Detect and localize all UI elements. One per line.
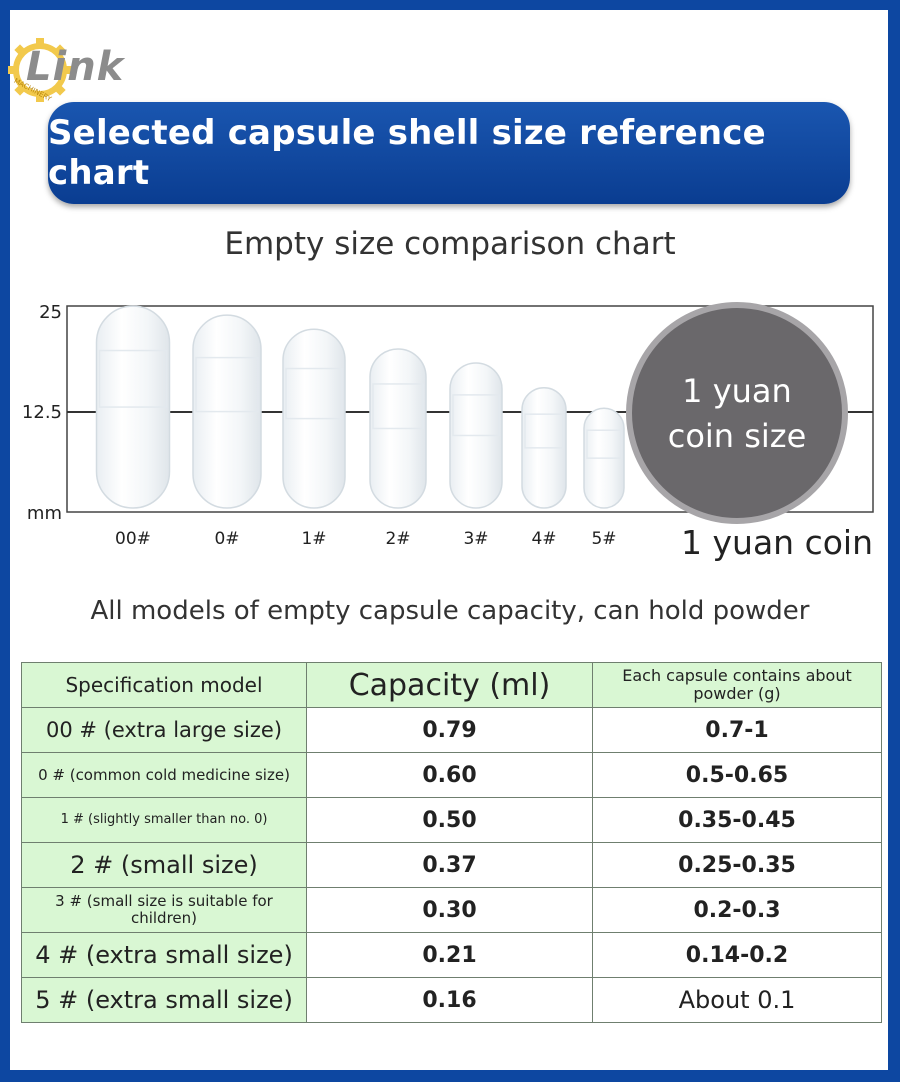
x-tick-label: 0# bbox=[214, 529, 239, 549]
table-row: 00 # (extra large size) 0.79 0.7-1 bbox=[21, 707, 882, 753]
cell-capacity: 0.30 bbox=[306, 887, 593, 933]
cell-capacity: 0.37 bbox=[306, 842, 593, 888]
logo-text: Link bbox=[26, 44, 125, 90]
y-tick-label: 25 bbox=[39, 302, 62, 323]
table-row: 4 # (extra small size) 0.21 0.14-0.2 bbox=[21, 932, 882, 978]
cell-powder: About 0.1 bbox=[592, 977, 882, 1023]
capsule-seam bbox=[98, 349, 168, 408]
capsule-seam bbox=[285, 367, 343, 420]
cell-capacity: 0.79 bbox=[306, 707, 593, 753]
header-capacity: Capacity (ml) bbox=[306, 662, 593, 708]
cell-powder: 0.7-1 bbox=[592, 707, 882, 753]
cell-powder: 0.2-0.3 bbox=[592, 887, 882, 933]
capsule-seam bbox=[524, 413, 564, 449]
coin-circle bbox=[626, 302, 848, 524]
cell-model: 0 # (common cold medicine size) bbox=[21, 752, 307, 798]
y-tick-label: 12.5 bbox=[22, 402, 62, 423]
table-row: 2 # (small size) 0.37 0.25-0.35 bbox=[21, 842, 882, 888]
capacity-caption: All models of empty capsule capacity, ca… bbox=[90, 596, 810, 626]
chart-subtitle: Empty size comparison chart bbox=[224, 226, 676, 262]
header-powder: Each capsule contains about powder (g) bbox=[592, 662, 882, 708]
banner-title: Selected capsule shell size reference ch… bbox=[48, 113, 766, 193]
coin-label-line1: 1 yuan bbox=[682, 372, 792, 410]
table-row: 5 # (extra small size) 0.16 About 0.1 bbox=[21, 977, 882, 1023]
capsule-size-chart: 25 12.5 mm 00# 0# 1# 2# 3# 4# 5# 1 yuan coin s… bbox=[22, 302, 874, 562]
cell-capacity: 0.21 bbox=[306, 932, 593, 978]
cell-capacity: 0.50 bbox=[306, 797, 593, 843]
unit-label: mm bbox=[27, 503, 62, 524]
capsule-seam bbox=[586, 429, 622, 459]
cell-model: 3 # (small size is suitable for children… bbox=[21, 887, 307, 933]
x-tick-label: 00# bbox=[115, 529, 151, 549]
chart-frame bbox=[66, 305, 874, 513]
x-tick-label: 1# bbox=[301, 529, 326, 549]
x-tick-label: 5# bbox=[591, 529, 616, 549]
title-banner: Selected capsule shell size reference ch… bbox=[48, 102, 850, 204]
table-header-row: Specification model Capacity (ml) Each c… bbox=[21, 662, 882, 708]
cell-model: 2 # (small size) bbox=[21, 842, 307, 888]
capsule-seam bbox=[372, 383, 424, 430]
capacity-table: Specification model Capacity (ml) Each c… bbox=[21, 662, 882, 1023]
header-model: Specification model bbox=[21, 662, 307, 708]
coin-caption: 1 yuan coin bbox=[681, 523, 873, 562]
cell-capacity: 0.60 bbox=[306, 752, 593, 798]
x-tick-label: 2# bbox=[385, 529, 410, 549]
coin-label-line2: coin size bbox=[668, 417, 807, 455]
capsule-seam bbox=[195, 356, 259, 413]
capsule-seam bbox=[452, 394, 500, 437]
cell-powder: 0.35-0.45 bbox=[592, 797, 882, 843]
cell-model: 4 # (extra small size) bbox=[21, 932, 307, 978]
cell-powder: 0.5-0.65 bbox=[592, 752, 882, 798]
logo bbox=[4, 28, 134, 112]
cell-model: 1 # (slightly smaller than no. 0) bbox=[21, 797, 307, 843]
table-row: 1 # (slightly smaller than no. 0) 0.50 0… bbox=[21, 797, 882, 843]
cell-model: 5 # (extra small size) bbox=[21, 977, 307, 1023]
cell-powder: 0.14-0.2 bbox=[592, 932, 882, 978]
x-tick-label: 4# bbox=[531, 529, 556, 549]
x-tick-label: 3# bbox=[463, 529, 488, 549]
gear-icon bbox=[8, 38, 72, 102]
capsule-group: 00# 0# 1# 2# 3# 4# 5# bbox=[95, 305, 625, 549]
table-row: 0 # (common cold medicine size) 0.60 0.5… bbox=[21, 752, 882, 798]
table-row: 3 # (small size is suitable for children… bbox=[21, 887, 882, 933]
cell-model: 00 # (extra large size) bbox=[21, 707, 307, 753]
cell-capacity: 0.16 bbox=[306, 977, 593, 1023]
cell-powder: 0.25-0.35 bbox=[592, 842, 882, 888]
